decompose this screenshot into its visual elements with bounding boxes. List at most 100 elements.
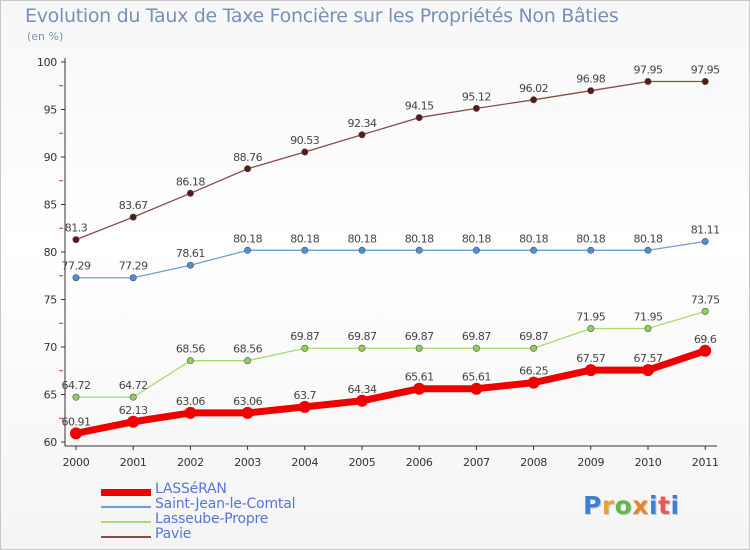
data-label: 81.11 [691, 223, 720, 236]
x-tick-label: 2003 [234, 456, 261, 469]
data-label: 80.18 [290, 232, 319, 245]
data-point [356, 394, 368, 407]
y-tick-label: 75 [44, 294, 58, 307]
data-label: 69.87 [462, 330, 491, 343]
data-label: 67.57 [634, 352, 663, 365]
data-label: 96.02 [519, 82, 548, 95]
data-point [301, 344, 309, 352]
data-label: 69.87 [519, 330, 548, 343]
data-label: 64.72 [119, 379, 148, 392]
data-point [584, 364, 597, 377]
legend-swatch [101, 488, 151, 496]
y-tick-label: 80 [44, 246, 58, 259]
data-point [587, 324, 595, 332]
data-label: 86.18 [176, 175, 205, 188]
proxiti-logo: Proxiti [583, 491, 680, 520]
data-point [129, 213, 137, 221]
legend-swatch [101, 536, 151, 538]
data-label: 67.57 [576, 352, 605, 365]
data-label: 80.18 [233, 232, 262, 245]
y-tick-label: 90 [44, 151, 58, 164]
data-label: 65.61 [405, 371, 434, 384]
data-label: 62.13 [119, 404, 148, 417]
data-label: 96.98 [576, 73, 605, 86]
series-line [72, 347, 709, 437]
data-label: 64.72 [62, 379, 91, 392]
data-point [72, 393, 80, 401]
data-point [530, 246, 538, 254]
data-point [298, 400, 311, 413]
y-tick-label: 60 [44, 436, 58, 449]
x-tick-label: 2001 [120, 456, 147, 469]
data-point [530, 344, 538, 352]
data-label: 80.18 [405, 232, 434, 245]
data-label: 80.18 [462, 232, 491, 245]
data-label: 69.87 [348, 330, 377, 343]
y-tick-label: 100 [37, 56, 57, 69]
data-point [415, 114, 423, 122]
data-label: 69.87 [290, 330, 319, 343]
data-point [413, 382, 426, 395]
data-point [244, 246, 252, 254]
data-label: 71.95 [634, 310, 663, 323]
data-point [186, 261, 194, 269]
logo-letter: x [632, 491, 649, 520]
chart-title: Evolution du Taux de Taxe Foncière sur l… [25, 5, 619, 27]
x-tick-label: 2009 [577, 456, 604, 469]
data-point [241, 406, 254, 419]
legend-label: Saint-Jean-le-Comtal [155, 496, 296, 512]
data-label: 68.56 [233, 343, 262, 356]
x-tick-label: 2010 [635, 456, 662, 469]
data-label: 60.91 [62, 415, 91, 428]
data-point [701, 77, 709, 85]
data-point [129, 393, 137, 401]
legend-label: LASSéRAN [155, 481, 227, 497]
data-label: 97.95 [691, 63, 720, 76]
data-point [184, 406, 197, 419]
data-point [470, 382, 483, 395]
x-tick-label: 2004 [291, 456, 318, 469]
data-point [527, 376, 540, 389]
data-label: 92.34 [348, 117, 377, 130]
data-label: 63.06 [233, 395, 262, 408]
data-point [472, 246, 480, 254]
logo-letter: r [601, 491, 615, 520]
data-point [129, 274, 137, 282]
x-tick-label: 2002 [177, 456, 204, 469]
data-label: 63.7 [294, 389, 317, 402]
data-label: 83.67 [119, 199, 148, 212]
data-label: 63.06 [176, 395, 205, 408]
data-point [301, 246, 309, 254]
data-label: 71.95 [576, 310, 605, 323]
data-point [644, 77, 652, 85]
x-tick-label: 2005 [349, 456, 376, 469]
x-tick-label: 2008 [520, 456, 547, 469]
data-point [358, 246, 366, 254]
data-point [244, 165, 252, 173]
data-label: 78.61 [176, 247, 205, 260]
data-point [642, 364, 654, 377]
data-point [530, 96, 538, 104]
series-line [75, 80, 706, 241]
series-line [75, 310, 706, 398]
y-tick-label: 85 [44, 199, 58, 212]
series-line [75, 240, 706, 279]
data-point [699, 344, 712, 357]
data-label: 64.34 [348, 383, 377, 396]
data-label: 81.3 [65, 222, 88, 235]
data-point [358, 344, 366, 352]
logo-letter: P [583, 491, 602, 520]
data-label: 69.6 [694, 333, 717, 346]
legend-label: Pavie [155, 526, 192, 542]
data-label: 88.76 [233, 151, 262, 164]
x-tick-label: 2000 [63, 456, 90, 469]
legend-swatch [101, 521, 151, 523]
data-label: 69.87 [405, 330, 434, 343]
logo-letter: o [614, 491, 633, 520]
data-point [127, 415, 140, 428]
y-tick-label: 70 [44, 341, 58, 354]
data-point [72, 274, 80, 282]
data-label: 95.12 [462, 90, 491, 103]
data-point [472, 104, 480, 112]
